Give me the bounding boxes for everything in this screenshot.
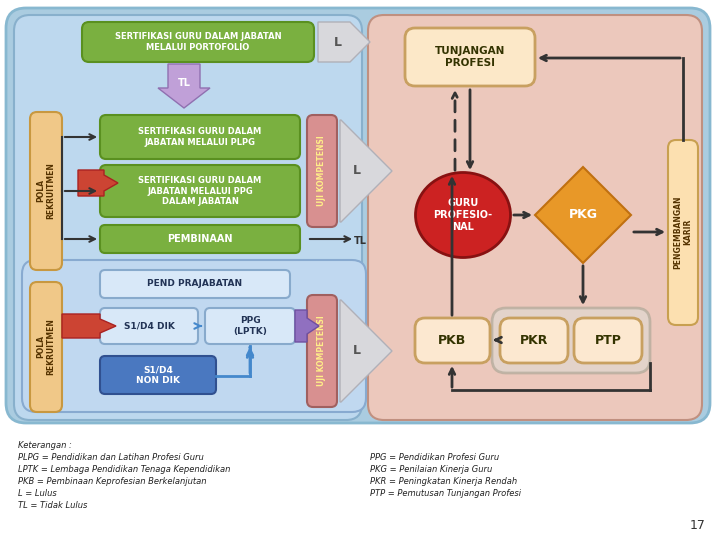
FancyBboxPatch shape [668, 140, 698, 325]
Polygon shape [340, 120, 392, 222]
Text: POLA
REKRUITMEN: POLA REKRUITMEN [36, 319, 55, 375]
FancyBboxPatch shape [205, 308, 295, 344]
Text: PPG = Pendidikan Profesi Guru: PPG = Pendidikan Profesi Guru [370, 453, 499, 462]
Text: UJI KOMPETENSI: UJI KOMPETENSI [318, 136, 326, 206]
Text: TL: TL [354, 236, 366, 246]
Text: PKB: PKB [438, 334, 466, 347]
FancyBboxPatch shape [30, 282, 62, 412]
Text: S1/D4 DIK: S1/D4 DIK [124, 321, 174, 330]
FancyBboxPatch shape [100, 308, 198, 344]
Text: L: L [334, 36, 342, 49]
Text: PKG = Penilaian Kinerja Guru: PKG = Penilaian Kinerja Guru [370, 465, 492, 474]
Text: TUNJANGAN
PROFESI: TUNJANGAN PROFESI [435, 46, 505, 68]
FancyBboxPatch shape [100, 165, 300, 217]
Text: PKR: PKR [520, 334, 548, 347]
FancyBboxPatch shape [100, 356, 216, 394]
Text: PKR = Peningkatan Kinerja Rendah: PKR = Peningkatan Kinerja Rendah [370, 477, 517, 486]
FancyBboxPatch shape [30, 112, 62, 270]
Text: PTP: PTP [595, 334, 621, 347]
FancyBboxPatch shape [100, 115, 300, 159]
Text: SERTIFIKASI GURU DALAM
JABATAN MELALUI PPG
DALAM JABATAN: SERTIFIKASI GURU DALAM JABATAN MELALUI P… [138, 176, 261, 206]
Text: SERTIFIKASI GURU DALAM
JABATAN MELALUI PLPG: SERTIFIKASI GURU DALAM JABATAN MELALUI P… [138, 127, 261, 147]
Text: S1/D4
NON DIK: S1/D4 NON DIK [136, 365, 180, 384]
FancyBboxPatch shape [307, 295, 337, 407]
Text: PEMBINAAN: PEMBINAAN [167, 234, 233, 244]
Text: PLPG = Pendidikan dan Latihan Profesi Guru: PLPG = Pendidikan dan Latihan Profesi Gu… [18, 453, 204, 462]
Text: PKG: PKG [569, 208, 598, 221]
Polygon shape [318, 22, 370, 62]
FancyBboxPatch shape [82, 22, 314, 62]
Text: GURU
PROFESIO-
NAL: GURU PROFESIO- NAL [433, 198, 492, 232]
Text: UJI KOMPETENSI: UJI KOMPETENSI [318, 315, 326, 387]
FancyBboxPatch shape [574, 318, 642, 363]
Polygon shape [295, 310, 319, 342]
Text: PEND PRAJABATAN: PEND PRAJABATAN [148, 280, 243, 288]
Text: L = Lulus: L = Lulus [18, 489, 57, 498]
FancyBboxPatch shape [14, 15, 362, 420]
FancyBboxPatch shape [415, 318, 490, 363]
FancyBboxPatch shape [368, 15, 702, 420]
Text: POLA
REKRUITMEN: POLA REKRUITMEN [36, 163, 55, 219]
Text: Keterangan :: Keterangan : [18, 441, 72, 450]
FancyBboxPatch shape [100, 270, 290, 298]
FancyBboxPatch shape [6, 8, 710, 423]
Text: PTP = Pemutusan Tunjangan Profesi: PTP = Pemutusan Tunjangan Profesi [370, 489, 521, 498]
Ellipse shape [415, 172, 510, 258]
Polygon shape [78, 170, 118, 196]
Text: LPTK = Lembaga Pendidikan Tenaga Kependidikan: LPTK = Lembaga Pendidikan Tenaga Kependi… [18, 465, 230, 474]
Text: TL = Tidak Lulus: TL = Tidak Lulus [18, 501, 87, 510]
Text: 17: 17 [690, 519, 706, 532]
FancyBboxPatch shape [100, 225, 300, 253]
Polygon shape [62, 314, 116, 338]
Text: L: L [353, 345, 361, 357]
Text: SERTIFIKASI GURU DALAM JABATAN
MELALUI PORTOFOLIO: SERTIFIKASI GURU DALAM JABATAN MELALUI P… [114, 32, 282, 52]
FancyBboxPatch shape [22, 260, 366, 412]
Polygon shape [340, 300, 392, 402]
Text: L: L [353, 165, 361, 178]
FancyBboxPatch shape [500, 318, 568, 363]
Text: PENGEMBANGAN
KARIR: PENGEMBANGAN KARIR [673, 195, 693, 269]
Text: TL: TL [178, 78, 191, 88]
Text: PKB = Pembinaan Keprofesian Berkelanjutan: PKB = Pembinaan Keprofesian Berkelanjuta… [18, 477, 207, 486]
Text: PPG
(LPTK): PPG (LPTK) [233, 316, 267, 336]
FancyBboxPatch shape [307, 115, 337, 227]
FancyBboxPatch shape [405, 28, 535, 86]
Polygon shape [535, 167, 631, 263]
Polygon shape [158, 64, 210, 108]
FancyBboxPatch shape [492, 308, 650, 373]
